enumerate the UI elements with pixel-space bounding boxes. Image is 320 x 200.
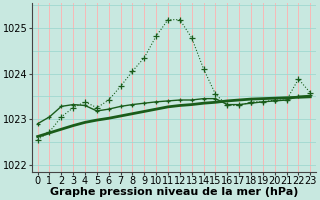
X-axis label: Graphe pression niveau de la mer (hPa): Graphe pression niveau de la mer (hPa)	[50, 187, 298, 197]
